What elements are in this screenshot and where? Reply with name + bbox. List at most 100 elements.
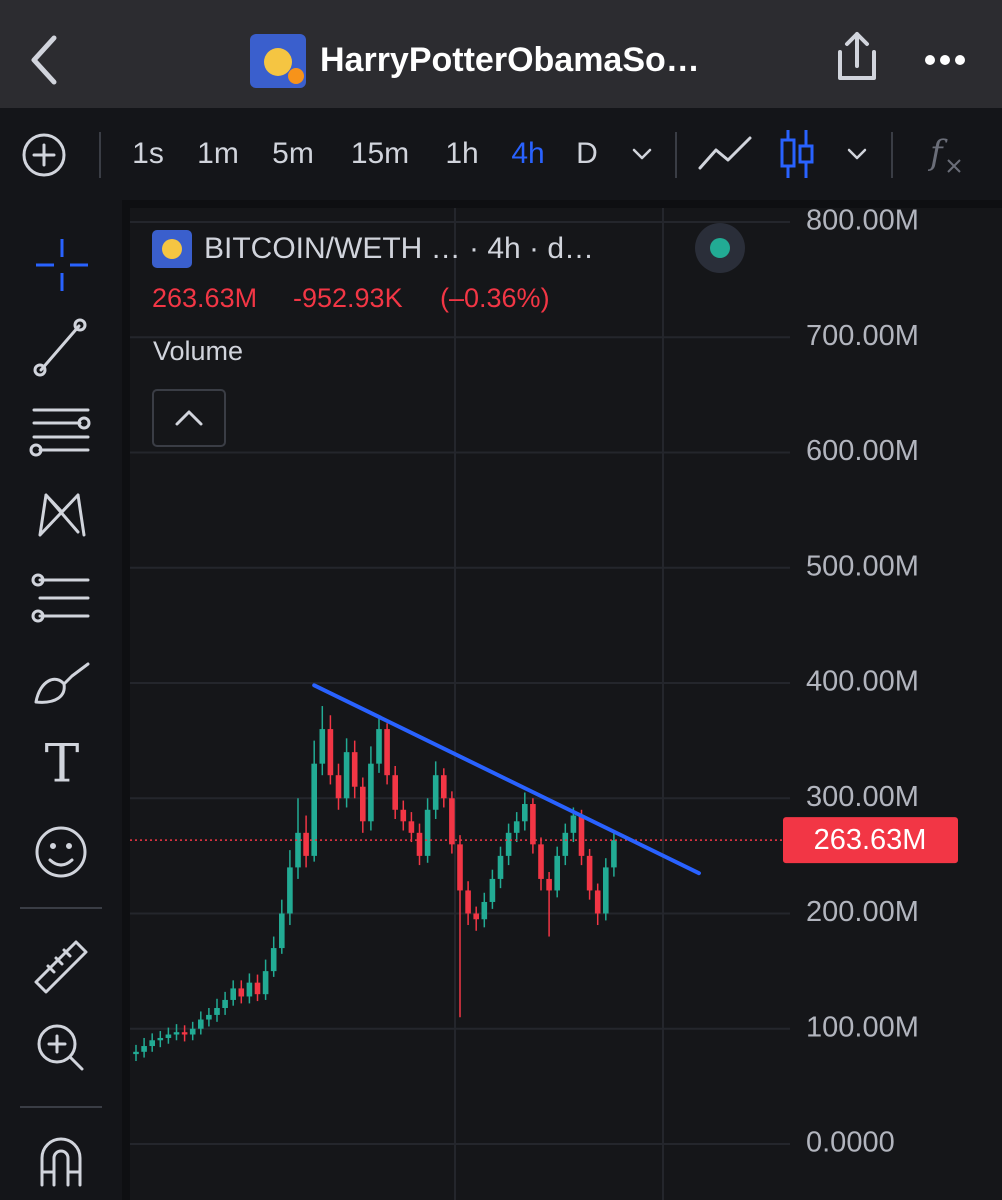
y-tick-label: 800.00M xyxy=(806,205,919,237)
magnet-tool[interactable] xyxy=(40,1137,82,1187)
candle-body xyxy=(400,809,407,822)
y-tick-label: 0.0000 xyxy=(806,1127,895,1159)
timeframe-button[interactable]: 1m xyxy=(197,137,239,170)
candle-body xyxy=(424,809,431,856)
candle-body xyxy=(408,821,415,833)
candle-body xyxy=(189,1028,196,1035)
candle-body xyxy=(611,840,617,868)
candle-body xyxy=(214,1008,220,1015)
candle-body xyxy=(230,988,236,1000)
candle-body xyxy=(311,763,317,856)
y-tick-label: 400.00M xyxy=(806,666,919,698)
symbol-legend: BITCOIN/WETH … · 4h · d… xyxy=(204,232,594,265)
candle-body xyxy=(376,729,382,764)
emoji-tool[interactable] xyxy=(35,826,87,878)
tool-panel xyxy=(0,200,122,1200)
candle-body xyxy=(538,844,544,879)
candle-body xyxy=(449,798,455,845)
candle-body xyxy=(327,729,334,776)
candle-body xyxy=(303,832,309,856)
ruler-tool[interactable] xyxy=(34,940,88,994)
candle-body xyxy=(368,763,374,822)
indicators-icon xyxy=(947,159,961,173)
candle-body xyxy=(432,775,439,810)
candle-body xyxy=(173,1032,180,1035)
zoom-tool[interactable] xyxy=(37,1024,84,1071)
collapse-icon xyxy=(175,410,203,426)
y-tick-label: 200.00M xyxy=(806,896,919,928)
candle-body xyxy=(270,948,277,972)
candle-body xyxy=(295,832,301,868)
candle-body xyxy=(351,752,358,787)
candle-body xyxy=(198,1019,204,1029)
candle-body xyxy=(319,729,326,764)
chart-pane xyxy=(130,208,1002,1200)
candle-body xyxy=(149,1040,155,1047)
share-button[interactable] xyxy=(838,32,876,80)
page-title: HarryPotterObamaSo… xyxy=(320,41,700,79)
candle-chart-button[interactable] xyxy=(780,130,814,178)
candle-body xyxy=(457,844,463,891)
candle-body xyxy=(513,821,520,833)
candle-body xyxy=(441,775,447,799)
candle-body xyxy=(530,804,536,845)
line-chart-button[interactable] xyxy=(698,136,752,170)
y-tick-label: 100.00M xyxy=(806,1011,919,1043)
y-tick-label: 500.00M xyxy=(806,550,919,582)
candle-body xyxy=(546,878,552,891)
candle-body xyxy=(465,890,471,914)
trend-line-tool[interactable] xyxy=(33,318,87,377)
candle-body xyxy=(594,890,601,914)
candle-body xyxy=(360,786,366,822)
candle-body xyxy=(416,832,423,856)
last-price-badge xyxy=(783,817,958,864)
candle-body xyxy=(181,1032,188,1035)
candle-body xyxy=(206,1014,212,1020)
candle-body xyxy=(157,1037,164,1041)
projection-tool[interactable] xyxy=(31,573,90,623)
timeframe-dropdown[interactable] xyxy=(632,148,652,160)
top-bar xyxy=(0,0,1002,108)
more-button[interactable] xyxy=(925,55,965,65)
text-tool[interactable]: T xyxy=(45,735,80,795)
candle-body xyxy=(603,867,609,914)
candle-body xyxy=(473,913,479,920)
token-logo xyxy=(250,34,306,88)
add-button[interactable] xyxy=(22,133,66,177)
candle-body xyxy=(505,832,512,856)
timeframe-button[interactable]: 4h xyxy=(511,137,544,170)
timeframe-button[interactable]: 1s xyxy=(132,137,164,170)
change: -952.93K xyxy=(293,283,403,313)
timeframe-button[interactable]: 1h xyxy=(445,137,478,170)
candle-body xyxy=(141,1046,147,1052)
timeframe-button[interactable]: 5m xyxy=(272,137,314,170)
candle-body xyxy=(570,815,577,833)
status-dot xyxy=(710,238,730,258)
legend-logo xyxy=(152,230,192,268)
candle-body xyxy=(554,855,560,891)
trend-line[interactable] xyxy=(312,683,701,876)
candle-body xyxy=(481,901,488,920)
candle-body xyxy=(497,855,504,879)
crosshair-tool[interactable] xyxy=(36,239,88,291)
study-name: Volume xyxy=(153,336,243,366)
collapse-button[interactable] xyxy=(152,389,226,447)
y-tick-label: 700.00M xyxy=(806,320,919,352)
candle-body xyxy=(578,815,585,856)
toolbar xyxy=(0,108,1002,200)
last-price-label: 263.63M xyxy=(814,824,927,856)
timeframe-button[interactable]: D xyxy=(576,137,598,170)
chart-type-dropdown[interactable] xyxy=(847,148,867,160)
pattern-tool[interactable] xyxy=(38,493,86,537)
fib-tool[interactable] xyxy=(29,408,91,457)
timeframe-button[interactable]: 15m xyxy=(351,137,409,170)
candle-body xyxy=(238,988,245,997)
back-button[interactable] xyxy=(31,35,57,85)
candle-body xyxy=(384,729,390,776)
candle-body xyxy=(335,775,342,799)
brush-tool[interactable] xyxy=(34,662,90,704)
candle-body xyxy=(246,982,253,997)
price: 263.63M xyxy=(152,283,257,313)
change-percent: (–0.36%) xyxy=(440,283,550,313)
